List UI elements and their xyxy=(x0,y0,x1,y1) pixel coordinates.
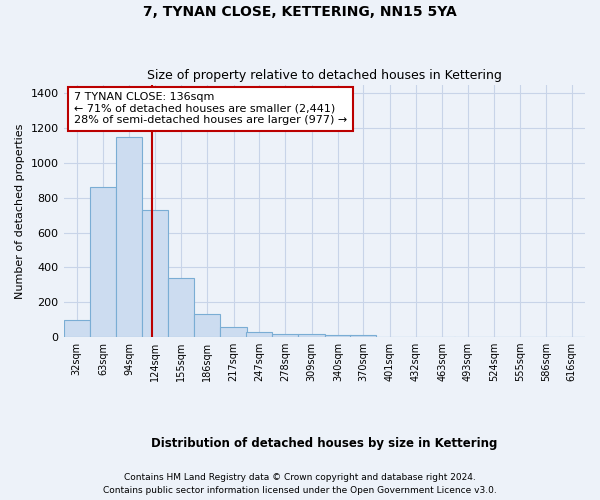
Title: Size of property relative to detached houses in Kettering: Size of property relative to detached ho… xyxy=(147,69,502,82)
Bar xyxy=(325,336,351,337)
Bar xyxy=(194,314,220,337)
Bar xyxy=(142,210,168,337)
Bar xyxy=(116,137,142,337)
Bar xyxy=(298,334,325,337)
Bar xyxy=(220,326,247,337)
Bar xyxy=(64,320,90,337)
Text: 7, TYNAN CLOSE, KETTERING, NN15 5YA: 7, TYNAN CLOSE, KETTERING, NN15 5YA xyxy=(143,5,457,19)
Text: Contains HM Land Registry data © Crown copyright and database right 2024.
Contai: Contains HM Land Registry data © Crown c… xyxy=(103,474,497,495)
Bar xyxy=(90,188,116,337)
Bar xyxy=(350,336,376,337)
X-axis label: Distribution of detached houses by size in Kettering: Distribution of detached houses by size … xyxy=(151,437,497,450)
Y-axis label: Number of detached properties: Number of detached properties xyxy=(15,123,25,298)
Bar xyxy=(168,278,194,337)
Text: 7 TYNAN CLOSE: 136sqm
← 71% of detached houses are smaller (2,441)
28% of semi-d: 7 TYNAN CLOSE: 136sqm ← 71% of detached … xyxy=(74,92,347,126)
Bar xyxy=(272,334,298,337)
Bar xyxy=(246,332,272,337)
